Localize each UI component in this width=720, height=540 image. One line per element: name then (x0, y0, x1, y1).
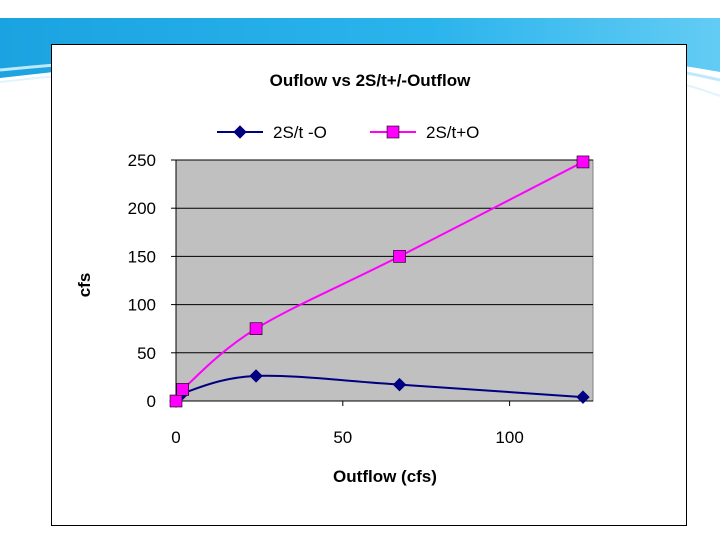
series-1-point-3 (249, 369, 263, 383)
y-tick-label-250: 250 (128, 151, 156, 170)
x-tick-label-0: 0 (171, 428, 180, 447)
y-tick-label-200: 200 (128, 199, 156, 218)
series-2-point-3 (249, 322, 263, 336)
series-1-point-5 (576, 390, 590, 404)
series-1-point-4 (392, 377, 407, 392)
series-2-point-5 (576, 155, 590, 169)
y-tick-label-50: 50 (137, 344, 156, 363)
y-tick-label-100: 100 (128, 296, 156, 315)
series-2-point-4 (393, 250, 406, 263)
y-axis-label: cfs (75, 273, 94, 298)
legend-label-1: 2S/t -O (273, 123, 327, 142)
legend-label-2: 2S/t+O (426, 123, 479, 142)
series-2 (169, 155, 590, 408)
legend: 2S/t -O 2S/t+O (217, 123, 479, 142)
y-tick-label-0: 0 (147, 392, 156, 411)
chart-title: Ouflow vs 2S/t+/-Outflow (270, 71, 471, 90)
x-tick-label-100: 100 (495, 428, 523, 447)
y-tick-label-150: 150 (128, 247, 156, 266)
x-axis-label: Outflow (cfs) (333, 467, 437, 486)
legend-marker-1 (233, 125, 247, 139)
chart-frame: Ouflow vs 2S/t+/-Outflow 2S/t -O 2S/t+O 0… (51, 44, 687, 526)
series-2-point-2 (176, 383, 189, 396)
x-tick-label-50: 50 (333, 428, 352, 447)
chart: Ouflow vs 2S/t+/-Outflow 2S/t -O 2S/t+O 0… (75, 71, 594, 486)
plot-area (175, 159, 594, 402)
tick-labels: 0 50 100 150 200 250 0 50 100 (128, 151, 524, 447)
legend-marker-2 (386, 125, 400, 139)
series-layer (169, 155, 590, 408)
series-2-point-1 (169, 394, 183, 408)
